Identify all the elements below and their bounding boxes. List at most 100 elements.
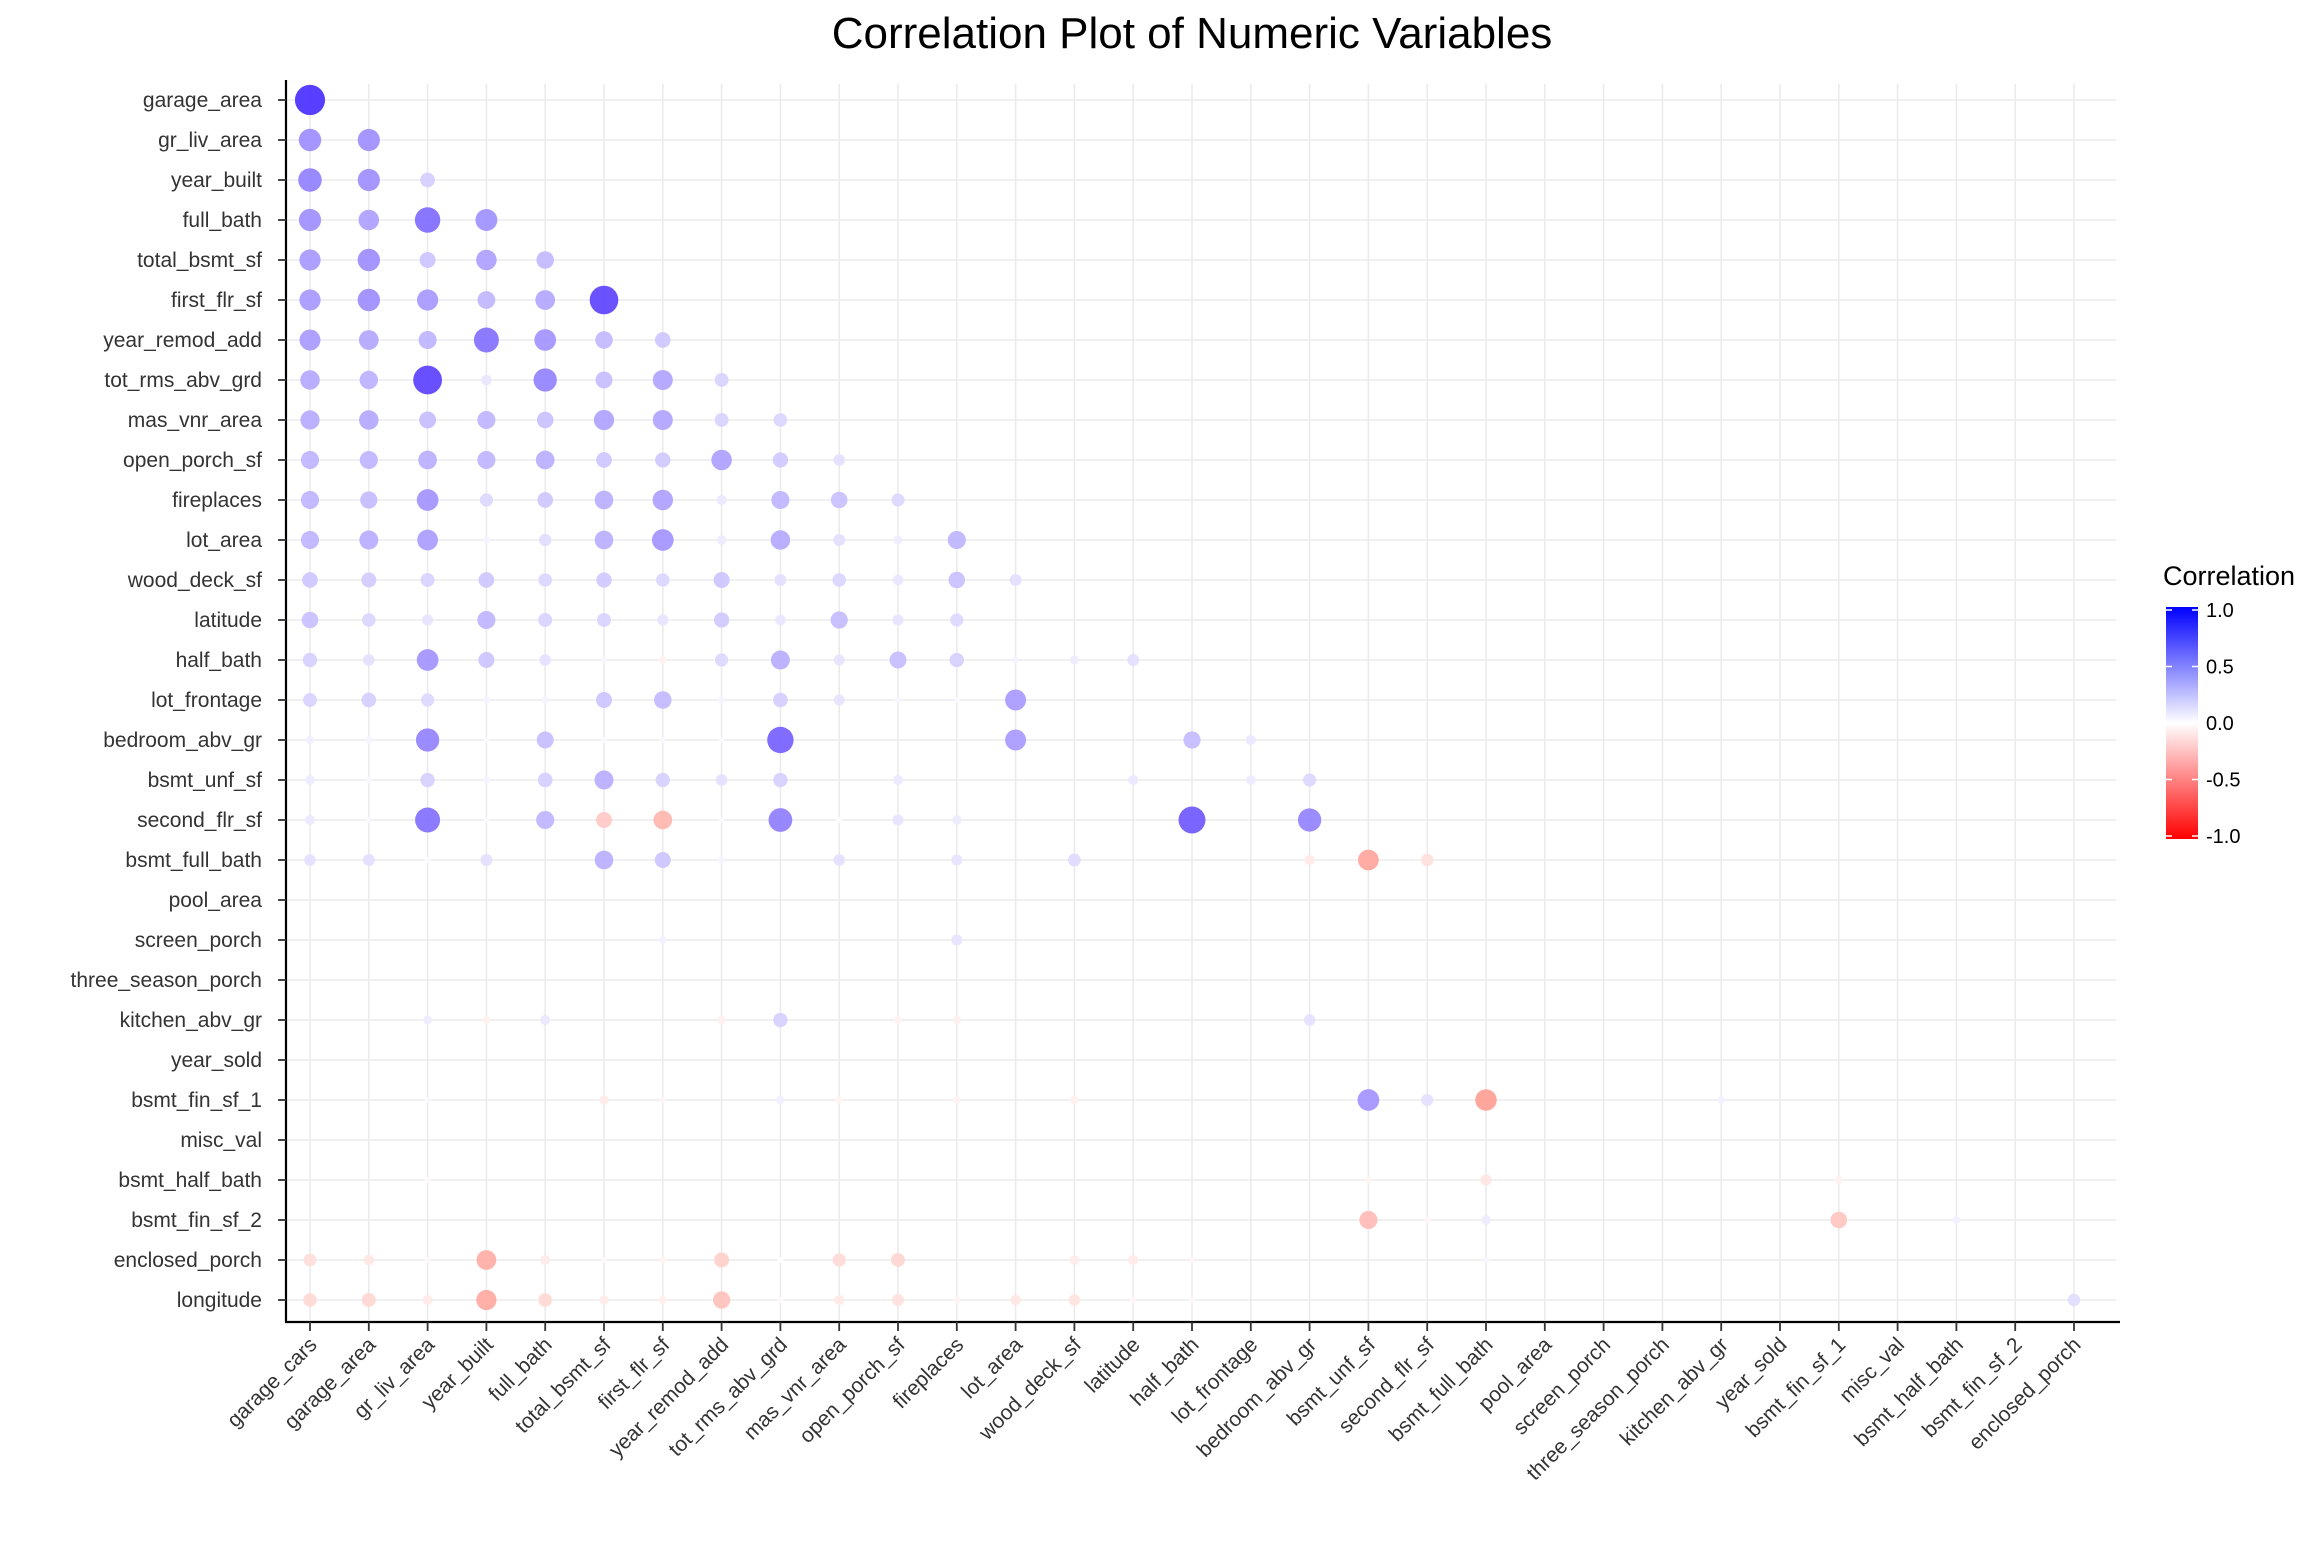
correlation-point — [833, 454, 845, 466]
correlation-point — [1245, 734, 1256, 746]
correlation-point — [950, 613, 964, 627]
correlation-point — [363, 1254, 375, 1266]
correlation-point — [892, 814, 904, 826]
correlation-point — [478, 652, 495, 668]
correlation-point — [483, 737, 490, 743]
y-tick-label: screen_porch — [135, 929, 262, 952]
correlation-point — [476, 249, 497, 271]
correlation-point — [599, 1095, 609, 1105]
correlation-point — [652, 489, 674, 511]
y-tick-label: year_built — [171, 169, 262, 192]
correlation-point — [834, 1294, 845, 1306]
correlation-point — [772, 452, 789, 468]
correlation-point — [892, 774, 904, 786]
correlation-point — [775, 614, 786, 626]
correlation-point — [832, 1253, 846, 1267]
correlation-point — [482, 1016, 491, 1024]
correlation-point — [1130, 1296, 1137, 1304]
correlation-point — [718, 737, 725, 743]
correlation-point — [655, 772, 670, 788]
correlation-point — [536, 731, 554, 749]
correlation-point — [1481, 1215, 1491, 1225]
correlation-point — [535, 450, 555, 470]
correlation-point — [1010, 1294, 1021, 1306]
correlation-point — [482, 696, 490, 704]
correlation-point — [357, 168, 380, 192]
correlation-point — [593, 409, 615, 431]
correlation-point — [1482, 1256, 1490, 1264]
y-tick-label: full_bath — [183, 209, 262, 232]
x-tick-label: wood_deck_sf — [974, 1333, 1086, 1445]
correlation-point — [892, 1294, 904, 1306]
correlation-point — [361, 692, 377, 708]
x-tick-label: enclosed_porch — [1964, 1333, 2085, 1454]
correlation-point — [594, 850, 614, 870]
grid-lines — [288, 84, 2116, 1320]
correlation-point — [479, 493, 493, 507]
correlation-point — [654, 332, 671, 348]
correlation-point — [539, 533, 552, 547]
correlation-point — [416, 489, 439, 511]
y-tick-label: second_flr_sf — [137, 809, 262, 832]
correlation-point — [365, 736, 373, 744]
chart-title: Correlation Plot of Numeric Variables — [832, 9, 1553, 58]
correlation-point — [540, 1014, 551, 1026]
correlation-point — [659, 737, 666, 743]
correlation-point — [300, 490, 320, 510]
correlation-point — [415, 728, 440, 752]
correlation-point — [303, 693, 317, 707]
x-tick-label: open_porch_sf — [795, 1333, 910, 1448]
y-tick-label: bedroom_abv_gr — [103, 729, 262, 752]
correlation-point — [768, 808, 793, 832]
correlation-point — [833, 854, 845, 866]
correlation-point — [717, 1015, 726, 1025]
correlation-point — [1009, 574, 1022, 586]
correlation-point — [770, 650, 790, 670]
x-tick-label: mas_vnr_area — [740, 1333, 851, 1444]
correlation-point — [1070, 1095, 1079, 1105]
correlation-point — [1069, 1255, 1080, 1265]
correlation-point — [659, 1096, 666, 1104]
correlation-point — [594, 770, 614, 790]
correlation-point — [422, 614, 434, 626]
correlation-point — [1952, 1216, 1961, 1224]
correlation-point — [424, 857, 431, 863]
correlation-point — [658, 1295, 668, 1305]
correlation-point — [423, 1015, 433, 1025]
correlation-point — [718, 817, 725, 823]
correlation-point — [713, 612, 730, 628]
correlation-point — [715, 653, 729, 667]
correlation-point — [300, 450, 320, 470]
correlation-point — [653, 810, 673, 830]
correlation-point — [1069, 655, 1079, 665]
y-tick-label: half_bath — [176, 649, 262, 672]
correlation-point — [773, 772, 788, 788]
correlation-point — [770, 530, 791, 550]
correlation-point — [418, 450, 437, 470]
y-tick-label: open_porch_sf — [123, 449, 262, 472]
correlation-point — [304, 854, 316, 866]
correlation-point — [891, 493, 905, 507]
x-tick-label: kitchen_abv_gr — [1616, 1333, 1733, 1450]
correlation-point — [1297, 808, 1322, 832]
correlation-point — [357, 288, 380, 312]
correlation-point — [294, 84, 326, 116]
correlation-point — [302, 572, 318, 588]
correlation-point — [716, 494, 727, 506]
correlation-point — [539, 654, 551, 666]
correlation-point — [481, 374, 492, 386]
correlation-point — [421, 693, 435, 707]
correlation-point — [654, 852, 671, 868]
correlation-point — [1480, 1174, 1492, 1186]
correlation-point — [1128, 774, 1139, 786]
x-tick-label: bsmt_full_bath — [1385, 1333, 1498, 1446]
correlation-point — [482, 536, 490, 544]
legend-ticks: 1.0 0.5 0.0 -0.5 -1.0 — [2166, 600, 2240, 848]
correlation-point — [952, 815, 962, 825]
correlation-point — [718, 696, 726, 704]
correlation-point — [533, 368, 557, 392]
y-tick-label: longitude — [177, 1289, 262, 1312]
correlation-point — [596, 692, 612, 708]
correlation-point — [1303, 773, 1317, 787]
